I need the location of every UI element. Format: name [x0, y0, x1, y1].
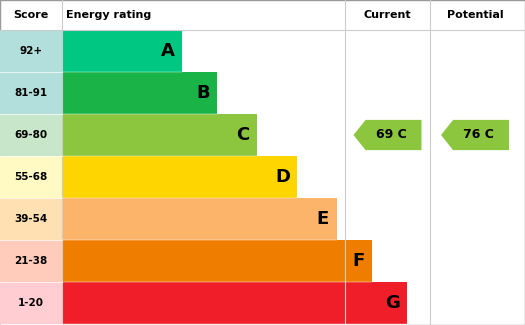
- Bar: [0, 72, 62, 114]
- Text: G: G: [385, 294, 401, 312]
- Text: C: C: [236, 126, 249, 144]
- Text: 92+: 92+: [19, 46, 43, 56]
- Text: A: A: [161, 42, 175, 60]
- Bar: [62, 198, 337, 240]
- Bar: [62, 156, 297, 198]
- Bar: [62, 30, 182, 72]
- Bar: [62, 240, 372, 282]
- Text: 21-38: 21-38: [14, 256, 48, 266]
- Bar: [62, 72, 217, 114]
- Text: Score: Score: [13, 10, 49, 20]
- Text: D: D: [276, 168, 290, 186]
- Text: 69-80: 69-80: [15, 130, 48, 140]
- Polygon shape: [441, 120, 509, 150]
- Bar: [0, 198, 62, 240]
- Bar: [0, 156, 62, 198]
- Text: 55-68: 55-68: [14, 172, 48, 182]
- Text: E: E: [317, 210, 329, 228]
- Bar: [62, 282, 407, 324]
- Text: 81-91: 81-91: [15, 88, 48, 98]
- Bar: [0, 114, 62, 156]
- Text: 76 C: 76 C: [463, 128, 494, 141]
- Bar: [0, 240, 62, 282]
- Bar: [0, 30, 62, 72]
- Text: 69 C: 69 C: [376, 128, 406, 141]
- Text: 1-20: 1-20: [18, 298, 44, 308]
- Bar: [62, 114, 257, 156]
- Bar: [0, 282, 62, 324]
- Text: Current: Current: [364, 10, 411, 20]
- Text: 39-54: 39-54: [14, 214, 48, 224]
- Text: Energy rating: Energy rating: [66, 10, 151, 20]
- Text: F: F: [352, 252, 364, 270]
- Polygon shape: [353, 120, 422, 150]
- Text: B: B: [196, 84, 210, 102]
- Text: Potential: Potential: [447, 10, 503, 20]
